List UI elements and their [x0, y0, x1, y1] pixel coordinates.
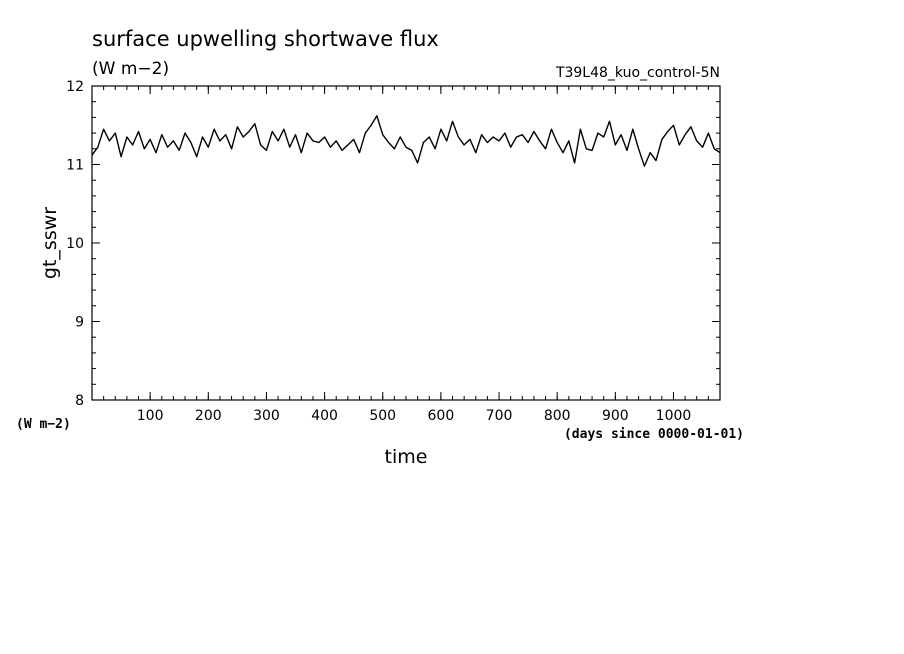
x-tick-label: 600	[428, 408, 455, 424]
y-tick-label: 11	[66, 158, 84, 174]
y-tick-label: 12	[66, 79, 84, 95]
experiment-label: T39L48_kuo_control-5N	[555, 65, 720, 81]
chart-units-label: (W m−2)	[92, 59, 169, 79]
y-tick-label: 8	[75, 393, 84, 409]
plot-frame	[91, 85, 721, 401]
y-tick-label: 9	[75, 315, 84, 331]
x-tick-label: 100	[137, 408, 164, 424]
x-tick-label: 500	[369, 408, 396, 424]
x-tick-label: 1000	[656, 408, 692, 424]
series-group	[91, 115, 721, 167]
y-axis-units: (W m−2)	[16, 417, 71, 432]
y-axis-label: gt_sswr	[39, 207, 61, 279]
x-tick-label: 400	[311, 408, 338, 424]
x-axis-units: (days since 0000-01-01)	[564, 427, 744, 442]
x-axis-label: time	[385, 446, 428, 468]
x-axis: 100 200 300 400 500 600 700 800 900 1000	[103, 86, 709, 424]
y-tick-label: 10	[66, 236, 84, 252]
y-axis: 8 9 10 11 12	[66, 79, 720, 409]
x-tick-label: 700	[486, 408, 513, 424]
chart-title: surface upwelling shortwave flux	[92, 27, 439, 51]
x-tick-label: 900	[602, 408, 629, 424]
x-tick-label: 200	[195, 408, 222, 424]
x-tick-label: 800	[544, 408, 571, 424]
series-line-0	[91, 115, 721, 167]
x-tick-label: 300	[253, 408, 280, 424]
